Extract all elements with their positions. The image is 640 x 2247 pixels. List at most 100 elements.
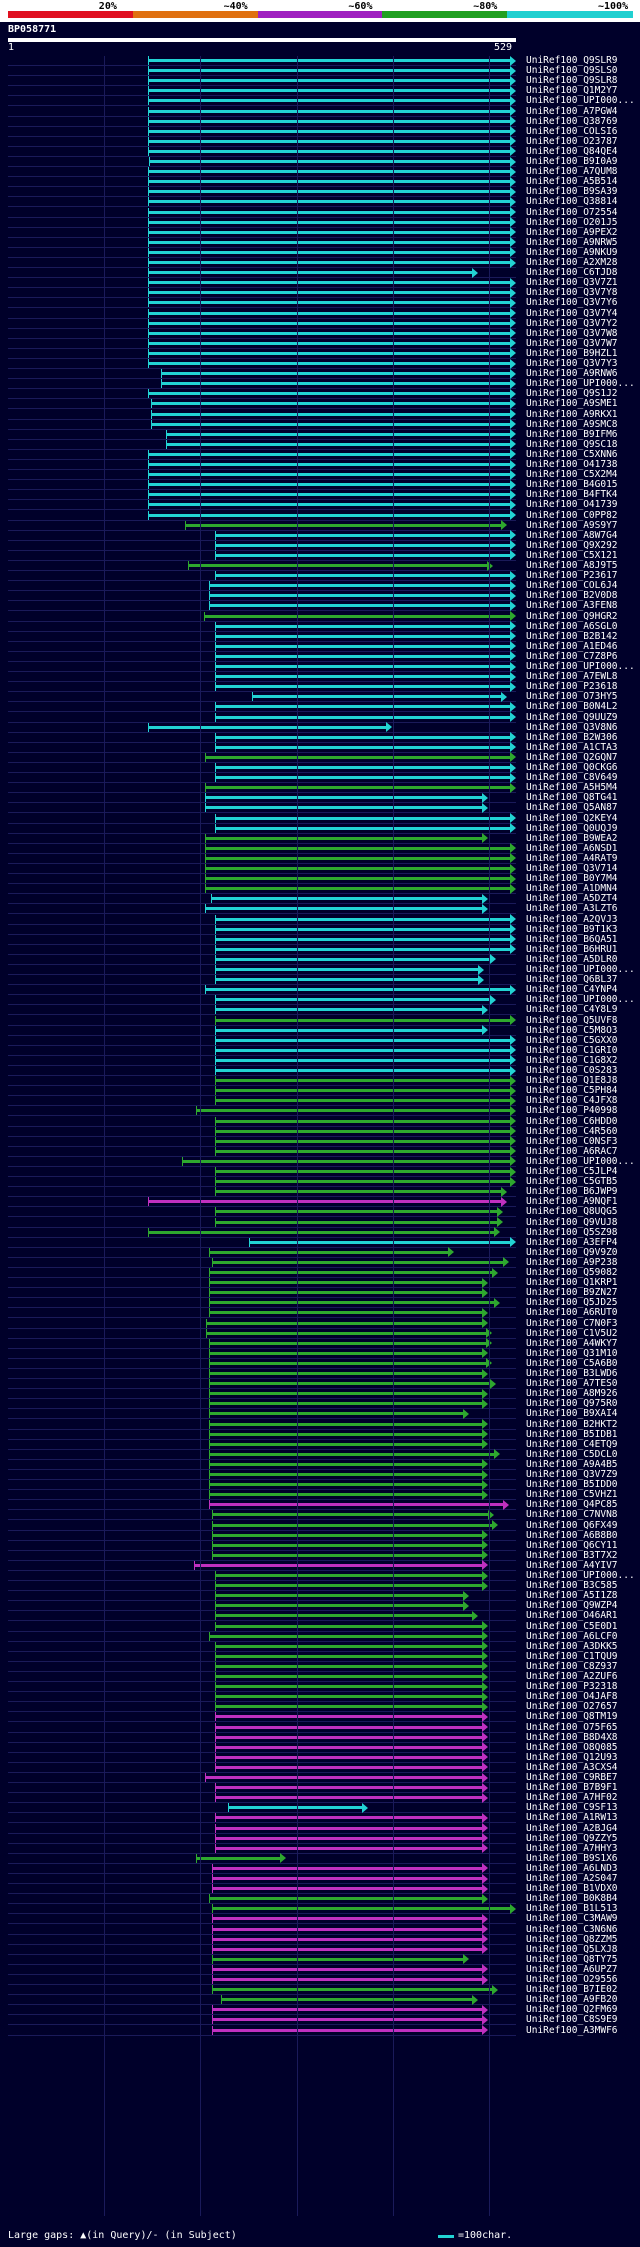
hit-label[interactable]: UniRef100_Q8UQG5 [526, 1206, 618, 1218]
hit-alignment-bar[interactable] [204, 614, 511, 618]
hit-alignment-bar[interactable] [214, 644, 511, 648]
hit-label[interactable]: UniRef100_O73HY5 [526, 691, 618, 703]
hit-label[interactable]: UniRef100_B8D4X8 [526, 1731, 618, 1743]
hit-alignment-bar[interactable] [211, 1907, 511, 1911]
hit-alignment-bar[interactable] [209, 1412, 464, 1416]
hit-alignment-bar[interactable] [205, 786, 511, 790]
hit-alignment-bar[interactable] [214, 1765, 484, 1769]
hit-label[interactable]: UniRef100_Q38814 [526, 196, 618, 208]
hit-label[interactable]: UniRef100_Q9V9Z0 [526, 1246, 618, 1258]
hit-label[interactable]: UniRef100_Q1KRP1 [526, 1277, 618, 1289]
hit-alignment-bar[interactable] [147, 513, 511, 517]
hit-label[interactable]: UniRef100_O29556 [526, 1974, 618, 1985]
hit-alignment-bar[interactable] [147, 180, 511, 184]
hit-alignment-bar[interactable] [147, 341, 511, 345]
hit-alignment-bar[interactable] [206, 1331, 487, 1335]
hit-alignment-bar[interactable] [214, 1129, 511, 1133]
hit-label[interactable]: UniRef100_Q3V7Y8 [526, 287, 618, 299]
hit-label[interactable]: UniRef100_C1V5U2 [526, 1327, 618, 1339]
hit-alignment-bar[interactable] [214, 978, 480, 982]
hit-alignment-bar[interactable] [205, 806, 484, 810]
hit-alignment-bar[interactable] [214, 1705, 484, 1709]
hit-alignment-bar[interactable] [147, 493, 511, 497]
hit-alignment-bar[interactable] [214, 1149, 511, 1153]
hit-label[interactable]: UniRef100_P23617 [526, 570, 618, 582]
hit-label[interactable]: UniRef100_Q3V7W7 [526, 337, 618, 349]
hit-label[interactable]: UniRef100_Q2KEY4 [526, 812, 618, 824]
hit-label[interactable]: UniRef100_B9IFM6 [526, 428, 618, 440]
hit-label[interactable]: UniRef100_Q9WZP4 [526, 1600, 618, 1612]
hit-label[interactable]: UniRef100_C5E0D1 [526, 1620, 618, 1632]
hit-label[interactable]: UniRef100_Q2FM69 [526, 2004, 618, 2016]
hit-alignment-bar[interactable] [147, 725, 387, 729]
hit-label[interactable]: UniRef100_A2S047 [526, 1873, 618, 1884]
hit-label[interactable]: UniRef100_A6RUT0 [526, 1307, 618, 1319]
hit-label[interactable]: UniRef100_Q12U93 [526, 1751, 618, 1763]
hit-label[interactable]: UniRef100_B6HRU1 [526, 943, 618, 955]
hit-label[interactable]: UniRef100_C8Z937 [526, 1660, 618, 1672]
hit-label[interactable]: UniRef100_B9I0A9 [526, 156, 618, 167]
hit-label[interactable]: UniRef100_C7Z8P6 [526, 650, 618, 662]
hit-label[interactable]: UniRef100_B5IDB1 [526, 1428, 618, 1440]
hit-label[interactable]: UniRef100_Q3V7Y6 [526, 297, 618, 309]
hit-label[interactable]: UniRef100_Q9HGR2 [526, 610, 618, 622]
hit-label[interactable]: UniRef100_B9SA39 [526, 186, 618, 198]
hit-alignment-bar[interactable] [147, 281, 511, 285]
hit-label[interactable]: UniRef100_C5XNN6 [526, 448, 618, 460]
hit-label[interactable]: UniRef100_B1VDX0 [526, 1883, 618, 1895]
hit-label[interactable]: UniRef100_O4JAF8 [526, 1691, 618, 1703]
hit-label[interactable]: UniRef100_UPI000... [526, 994, 635, 1006]
hit-alignment-bar[interactable] [252, 695, 503, 699]
hit-alignment-bar[interactable] [211, 1877, 484, 1880]
hit-alignment-bar[interactable] [149, 160, 511, 163]
hit-alignment-bar[interactable] [214, 1786, 484, 1790]
hit-alignment-bar[interactable] [211, 1988, 493, 1992]
hit-label[interactable]: UniRef100_COL6J4 [526, 580, 618, 592]
hit-label[interactable]: UniRef100_Q8TM19 [526, 1711, 618, 1723]
hit-label[interactable]: UniRef100_Q3V7W8 [526, 327, 618, 339]
hit-alignment-bar[interactable] [214, 1695, 484, 1699]
hit-alignment-bar[interactable] [214, 1654, 484, 1658]
hit-alignment-bar[interactable] [214, 735, 511, 739]
hit-label[interactable]: UniRef100_Q3V7Y2 [526, 317, 618, 329]
hit-alignment-bar[interactable] [205, 1776, 484, 1779]
hit-alignment-bar[interactable] [205, 867, 511, 870]
hit-label[interactable]: UniRef100_B4FTK4 [526, 489, 618, 501]
hit-alignment-bar[interactable] [214, 968, 480, 971]
hit-alignment-bar[interactable] [214, 533, 511, 537]
hit-alignment-bar[interactable] [147, 109, 511, 113]
hit-alignment-bar[interactable] [209, 1281, 484, 1285]
hit-label[interactable]: UniRef100_Q1M2Y7 [526, 85, 618, 97]
hit-alignment-bar[interactable] [211, 1947, 484, 1951]
hit-label[interactable]: UniRef100_C3MAW9 [526, 1913, 618, 1925]
hit-label[interactable]: UniRef100_Q84QE4 [526, 145, 618, 157]
hit-label[interactable]: UniRef100_Q4PC85 [526, 1499, 618, 1511]
hit-alignment-bar[interactable] [214, 1745, 484, 1749]
hit-alignment-bar[interactable] [211, 1866, 484, 1870]
hit-label[interactable]: UniRef100_P32318 [526, 1681, 618, 1693]
hit-label[interactable]: UniRef100_A8W7G4 [526, 529, 618, 541]
hit-alignment-bar[interactable] [147, 250, 511, 254]
hit-label[interactable]: UniRef100_Q9SLR8 [526, 75, 618, 87]
hit-label[interactable]: UniRef100_C4JFX8 [526, 1095, 618, 1107]
hit-alignment-bar[interactable] [160, 382, 511, 386]
hit-alignment-bar[interactable] [209, 1341, 487, 1345]
hit-label[interactable]: UniRef100_B9HZL1 [526, 347, 618, 359]
hit-label[interactable]: UniRef100_A3MWF6 [526, 2024, 618, 2036]
hit-alignment-bar[interactable] [214, 1846, 484, 1850]
hit-label[interactable]: UniRef100_A9RKX1 [526, 408, 618, 420]
hit-label[interactable]: UniRef100_C9SF13 [526, 1802, 618, 1814]
hit-alignment-bar[interactable] [209, 1483, 484, 1487]
hit-label[interactable]: UniRef100_C0NSF3 [526, 1135, 618, 1147]
hit-alignment-bar[interactable] [211, 1543, 484, 1547]
hit-label[interactable]: UniRef100_Q59082 [526, 1267, 618, 1278]
hit-alignment-bar[interactable] [147, 473, 511, 477]
hit-alignment-bar[interactable] [214, 1796, 484, 1800]
hit-alignment-bar[interactable] [209, 1351, 484, 1355]
hit-label[interactable]: UniRef100_A9NKU9 [526, 246, 618, 258]
hit-alignment-bar[interactable] [209, 1442, 484, 1446]
hit-alignment-bar[interactable] [147, 240, 511, 244]
hit-label[interactable]: UniRef100_Q5LXJ8 [526, 1943, 618, 1955]
hit-alignment-bar[interactable] [209, 1634, 484, 1638]
hit-label[interactable]: UniRef100_Q9S1J2 [526, 388, 618, 400]
